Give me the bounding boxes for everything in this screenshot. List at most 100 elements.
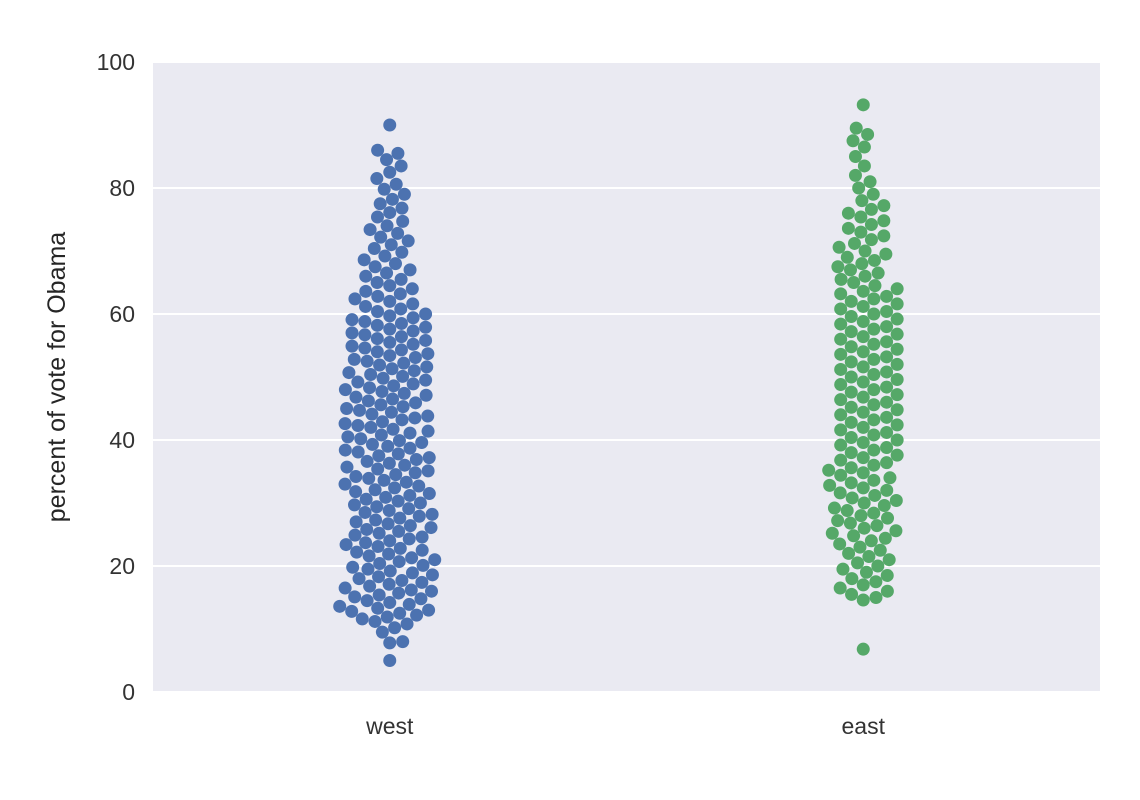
data-point-east [840,504,854,518]
data-point-east [834,408,848,422]
data-point-east [871,559,885,573]
data-point-west [393,606,407,620]
data-point-west [347,352,361,366]
data-point-east [880,441,894,455]
data-point-west [371,304,385,318]
data-point-west [359,299,373,313]
data-point-west [364,367,378,381]
data-point-east [856,436,870,450]
data-point-west [396,369,410,383]
data-point-west [392,555,406,569]
data-point-west [408,350,422,364]
data-point-west [371,462,385,476]
data-point-west [342,366,356,380]
data-point-east [889,493,903,507]
data-point-west [402,597,416,611]
data-point-east [845,491,859,505]
data-point-west [383,279,397,293]
data-point-west [425,584,439,598]
data-point-west [391,226,405,240]
data-point-east [831,514,845,528]
data-point-west [395,201,409,215]
data-point-east [854,225,868,239]
data-point-east [855,194,869,208]
data-point-east [890,403,904,417]
data-point-east [844,355,858,369]
data-point-west [345,339,359,353]
data-point-west [392,586,406,600]
data-point-east [864,218,878,232]
data-point-west [349,515,363,529]
data-point-west [397,187,411,201]
data-point-east [889,524,903,538]
data-point-west [361,394,375,408]
data-point-west [346,560,360,574]
data-point-west [419,320,433,334]
data-point-east [864,202,878,216]
data-point-east [856,375,870,389]
data-point-west [371,143,385,157]
data-point-east [855,257,869,271]
data-point-west [377,182,391,196]
data-point-east [871,266,885,280]
data-point-east [842,546,856,560]
data-point-east [848,150,862,163]
data-point-west [338,417,352,431]
data-point-west [383,596,397,610]
data-point-west [388,481,402,495]
data-point-west [374,230,388,244]
data-point-east [834,302,848,316]
data-point-west [414,592,428,606]
x-tick-label-west: west [365,713,414,739]
data-point-east [844,294,858,308]
data-point-west [338,581,352,595]
data-point-west [359,492,373,506]
data-point-east [834,317,848,331]
data-point-east [890,357,904,371]
data-point-west [370,500,384,514]
data-point-east [864,534,878,548]
data-point-west [376,371,390,385]
data-point-east [867,413,881,427]
data-point-west [393,287,407,301]
data-point-west [383,335,397,349]
data-point-west [394,330,408,344]
data-point-east [890,342,904,356]
data-point-west [370,276,384,289]
data-point-east [827,501,841,515]
data-point-east [848,168,862,182]
data-point-west [403,263,417,277]
data-point-east [867,458,881,472]
data-point-west [361,562,375,576]
data-point-east [852,181,866,195]
data-point-west [406,324,420,338]
data-point-east [844,340,858,354]
data-point-east [843,516,857,530]
data-point-west [415,436,429,450]
data-point-west [380,266,394,280]
data-point-west [395,413,409,427]
data-point-west [382,504,396,518]
data-point-west [369,513,383,527]
data-point-east [833,537,847,551]
data-point-east [881,511,895,525]
data-point-east [857,521,871,535]
data-point-east [890,448,904,462]
data-point-west [383,654,397,667]
data-point-east [880,584,894,598]
data-point-west [379,490,393,504]
y-axis-label: percent of vote for Obama [43,232,71,523]
data-point-west [419,333,433,347]
data-point-west [365,407,379,421]
data-point-east [834,347,848,361]
data-point-west [358,315,372,329]
data-point-west [385,362,399,376]
data-point-east [856,593,870,607]
data-point-east [856,390,870,404]
data-point-west [345,326,359,340]
data-point-east [834,272,848,286]
data-point-west [399,475,413,489]
data-point-east [858,269,872,283]
data-point-east [857,140,871,154]
